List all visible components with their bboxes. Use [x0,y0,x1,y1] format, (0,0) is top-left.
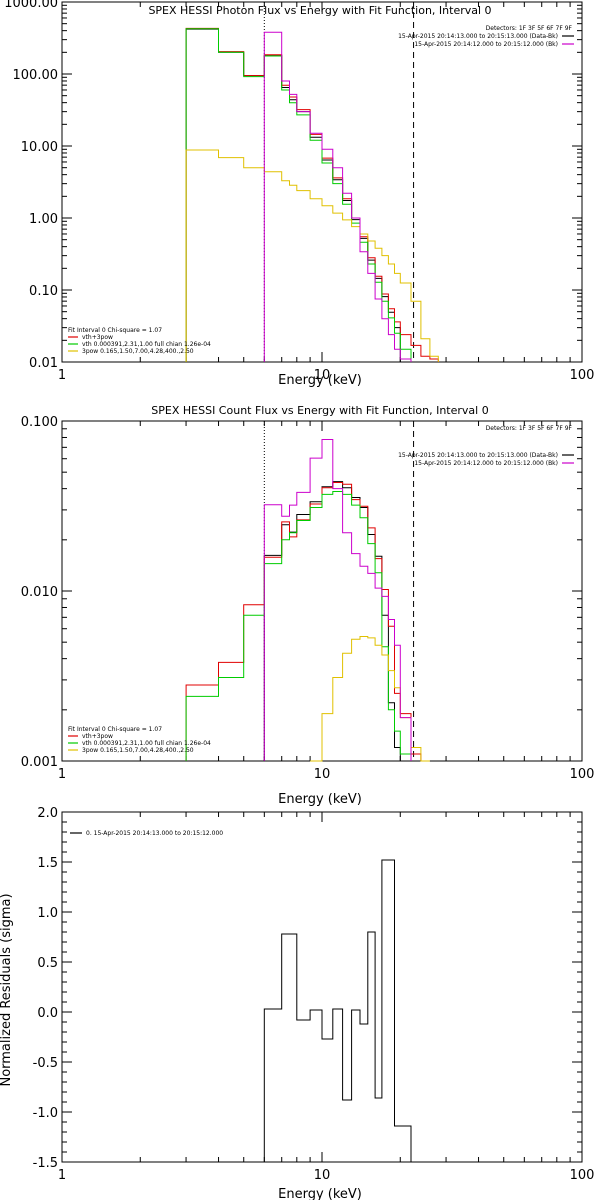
residuals-legend-text: 0. 15-Apr-2015 20:14:13.000 to 20:15:12.… [86,830,223,837]
axes: 1 10 100 -1.5 -1.0 -0.5 0.0 0.5 1.0 1.5 2.0 [33,806,595,1183]
series-line [185,149,439,362]
x-tick-label: 1 [58,767,66,782]
legend-left-label: vth 0.000391,2.31,1.00 full chian 1.26e-… [82,740,211,747]
series-line [185,28,412,362]
axes: 1 10 100 0.001 0.010 0.100 [21,415,595,782]
series-line [185,27,439,362]
legend-left: Fit Interval 0 Chi-square = 1.07vth+3pow… [68,726,211,754]
series-group [185,439,430,762]
x-tick-label: 100 [570,1168,595,1183]
y-tick-label: -1.0 [33,1106,58,1121]
legend-left-label: vth+3pow [82,733,113,740]
y-tick-label: 0.10 [29,284,58,299]
plot-frame [61,420,583,762]
legend-left-header: Fit Interval 0 Chi-square = 1.07 [68,726,162,733]
y-tick-label: 100.00 [13,68,59,83]
x-tick-label: 10 [314,368,331,383]
series-line [263,481,401,761]
y-tick-label: 2.0 [37,806,58,821]
residuals-panel-xlabel: Energy (keV) [278,1187,362,1200]
y-tick-label: 0.010 [21,585,58,600]
residuals-panel: Energy (keV) Normalized Residuals (sigma… [0,806,594,1200]
legend-left-header: Fit Interval 0 Chi-square = 1.07 [68,327,162,334]
series-line [185,482,422,761]
legend-left: Fit Interval 0 Chi-square = 1.07vth+3pow… [68,327,211,355]
legend-left-label: 3pow 0.165,1.50,7.00,4.28,400.,2.50 [82,747,194,754]
series-line [263,31,412,362]
plot-frame [61,811,583,1163]
photon-panel-detectors: Detectors: 1F 3F 5F 6F 7F 9F [486,25,573,32]
x-tick-label: 10 [314,767,331,782]
y-tick-label: 0.0 [37,1006,58,1021]
series-group [185,27,439,362]
series-line [263,859,412,1162]
count-panel-xlabel: Energy (keV) [278,792,362,807]
y-tick-label: 0.01 [29,356,58,371]
series-line [310,636,430,762]
axes: 1 10 100 0.01 0.10 1.00 10.00 100.00 1000.00 [4,0,594,383]
series-line [263,439,412,761]
legend-left-label: vth+3pow [82,334,113,341]
legend-right-label: 15-Apr-2015 20:14:13.000 to 20:15:13.000… [398,452,558,459]
x-tick-label: 10 [314,1168,331,1183]
y-tick-label: 0.5 [37,956,58,971]
y-tick-label: 10.00 [21,140,58,155]
x-tick-label: 100 [570,368,595,383]
legend-left-label: vth 0.000391,2.31,1.00 full chian 1.26e-… [82,341,211,348]
series-line [185,491,412,761]
plot-frame [61,1,583,363]
legend-right: 15-Apr-2015 20:14:13.000 to 20:15:13.000… [398,33,574,48]
legend-right: 15-Apr-2015 20:14:13.000 to 20:15:13.000… [398,452,574,467]
y-tick-label: -0.5 [33,1056,58,1071]
y-tick-label: 0.001 [21,755,58,770]
photon-panel-title: SPEX HESSI Photon Flux vs Energy with Fi… [148,4,491,17]
series-group [263,859,412,1162]
series-line [185,28,401,362]
photon-flux-panel: SPEX HESSI Photon Flux vs Energy with Fi… [4,0,594,388]
y-tick-label: 0.100 [21,415,58,430]
count-panel-title: SPEX HESSI Count Flux vs Energy with Fit… [151,404,488,417]
x-tick-label: 1 [58,368,66,383]
y-tick-label: -1.5 [33,1156,58,1171]
y-tick-label: 1.5 [37,856,58,871]
y-tick-label: 1.0 [37,906,58,921]
count-panel-detectors: Detectors: 1F 3F 5F 6F 7F 9F [486,425,573,432]
x-tick-label: 100 [570,767,595,782]
y-tick-label: 1.00 [29,212,58,227]
legend-left-label: 3pow 0.165,1.50,7.00,4.28,400.,2.50 [82,348,194,355]
photon-panel-xlabel: Energy (keV) [278,373,362,388]
count-flux-panel: SPEX HESSI Count Flux vs Energy with Fit… [21,404,595,807]
residuals-panel-ylabel: Normalized Residuals (sigma) [0,893,14,1086]
x-tick-label: 1 [58,1168,66,1183]
y-tick-label: 1000.00 [4,0,58,11]
legend-right-label: 15-Apr-2015 20:14:13.000 to 20:15:13.000… [398,33,558,40]
legend-right-label: 15-Apr-2015 20:14:12.000 to 20:15:12.000… [414,41,558,48]
legend-right-label: 15-Apr-2015 20:14:12.000 to 20:15:12.000… [414,460,558,467]
